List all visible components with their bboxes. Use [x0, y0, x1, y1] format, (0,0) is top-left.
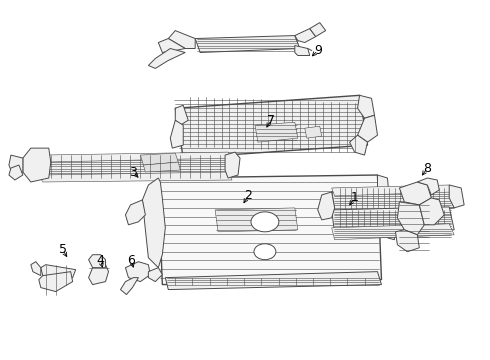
- Polygon shape: [125, 200, 146, 225]
- Polygon shape: [175, 105, 188, 125]
- Polygon shape: [332, 185, 454, 196]
- Polygon shape: [39, 272, 73, 292]
- Polygon shape: [295, 45, 310, 55]
- Polygon shape: [144, 162, 180, 172]
- Text: 2: 2: [244, 189, 252, 202]
- Polygon shape: [171, 120, 183, 148]
- Polygon shape: [195, 36, 300, 53]
- Text: 3: 3: [129, 166, 137, 179]
- Polygon shape: [121, 278, 138, 294]
- Polygon shape: [9, 165, 23, 180]
- Text: 9: 9: [314, 44, 321, 57]
- Polygon shape: [39, 155, 232, 178]
- Ellipse shape: [251, 212, 279, 232]
- Polygon shape: [417, 178, 439, 195]
- Polygon shape: [399, 182, 431, 205]
- Polygon shape: [318, 192, 335, 220]
- Polygon shape: [358, 95, 374, 118]
- Polygon shape: [23, 148, 51, 182]
- Polygon shape: [141, 153, 178, 165]
- Polygon shape: [358, 115, 377, 142]
- Polygon shape: [143, 178, 165, 268]
- Polygon shape: [148, 268, 162, 282]
- Polygon shape: [168, 31, 195, 49]
- Polygon shape: [125, 262, 150, 282]
- Text: 4: 4: [97, 254, 104, 267]
- Polygon shape: [255, 122, 298, 142]
- Polygon shape: [175, 95, 368, 158]
- Polygon shape: [39, 172, 232, 182]
- Polygon shape: [9, 155, 23, 175]
- Polygon shape: [386, 200, 394, 240]
- Text: 8: 8: [423, 162, 431, 175]
- Polygon shape: [377, 175, 390, 202]
- Polygon shape: [41, 265, 75, 278]
- Text: 6: 6: [127, 254, 135, 267]
- Polygon shape: [349, 135, 368, 155]
- Polygon shape: [89, 265, 108, 285]
- Polygon shape: [449, 185, 464, 208]
- Polygon shape: [148, 49, 185, 68]
- Polygon shape: [397, 202, 424, 235]
- Polygon shape: [158, 175, 382, 285]
- Polygon shape: [395, 230, 419, 252]
- Text: 7: 7: [267, 114, 275, 127]
- Text: 5: 5: [59, 243, 67, 256]
- Polygon shape: [332, 207, 454, 234]
- Polygon shape: [89, 255, 105, 268]
- Polygon shape: [39, 152, 232, 162]
- Polygon shape: [225, 152, 240, 178]
- Polygon shape: [332, 188, 454, 212]
- Polygon shape: [419, 198, 444, 225]
- Polygon shape: [31, 262, 41, 276]
- Polygon shape: [295, 28, 316, 42]
- Ellipse shape: [254, 244, 276, 260]
- Polygon shape: [165, 272, 382, 289]
- Polygon shape: [305, 126, 322, 138]
- Polygon shape: [215, 208, 298, 232]
- Text: 1: 1: [351, 192, 359, 204]
- Polygon shape: [310, 23, 326, 37]
- Polygon shape: [158, 39, 185, 53]
- Polygon shape: [332, 224, 454, 240]
